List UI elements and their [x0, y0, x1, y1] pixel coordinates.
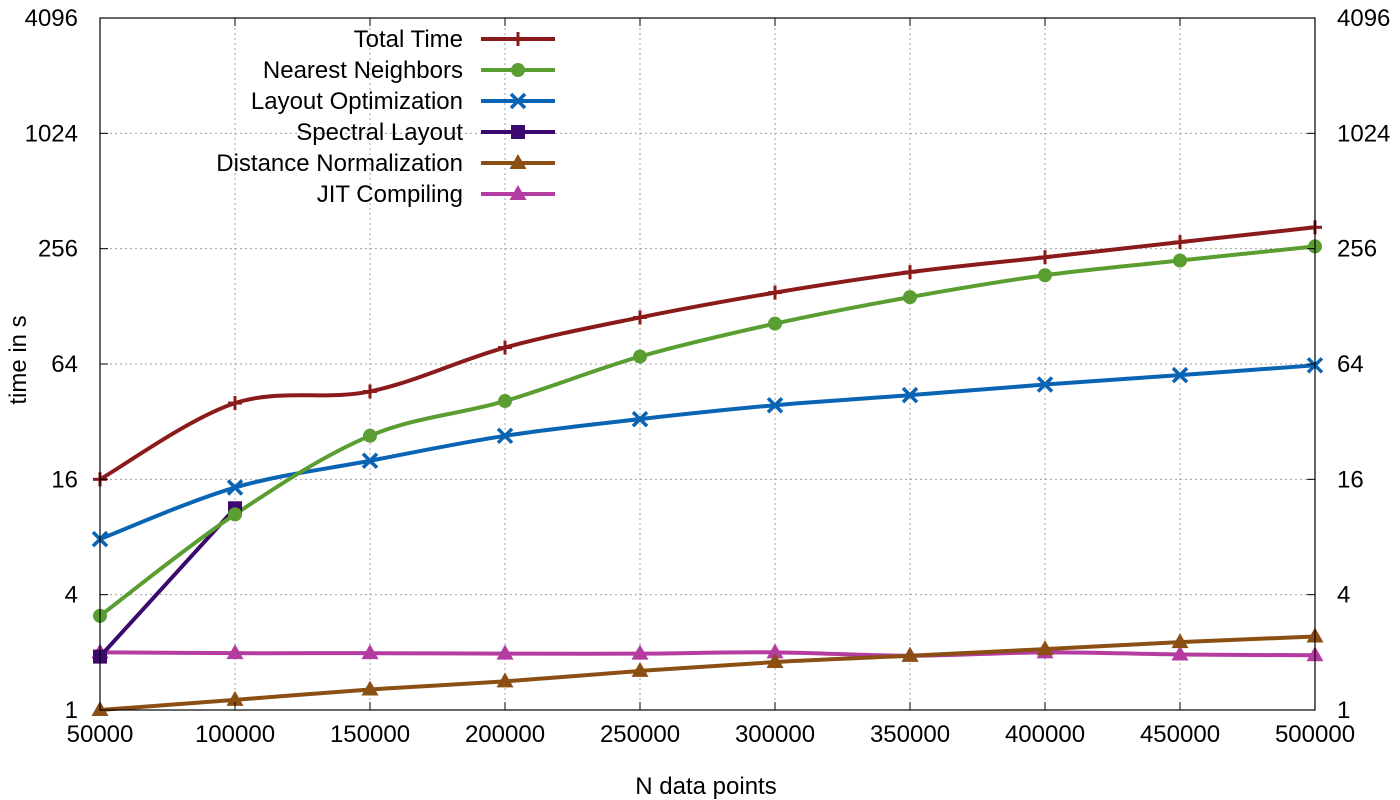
y-tick-label-right: 4 [1337, 582, 1350, 609]
x-tick-label: 300000 [735, 721, 815, 748]
data-point-4-8 [1171, 633, 1189, 649]
data-point-1-1 [228, 507, 242, 522]
data-point-0-1 [228, 396, 242, 411]
y-tick-label-right: 1024 [1337, 120, 1390, 147]
data-point-2-7 [1036, 376, 1054, 393]
data-point-5-1 [226, 644, 244, 660]
x-tick-label: 500000 [1275, 721, 1355, 748]
y-tick-label-left: 4 [65, 582, 78, 609]
data-point-4-7 [1036, 640, 1054, 656]
data-point-2-1 [226, 479, 244, 496]
y-tick-label-left: 16 [51, 466, 78, 493]
legend-label: Spectral Layout [296, 119, 463, 146]
y-axis-label: time in s [5, 315, 32, 404]
x-tick-label: 400000 [1005, 721, 1085, 748]
series-line-3 [98, 506, 237, 659]
data-point-0-2 [363, 384, 377, 399]
data-point-2-4 [631, 410, 649, 428]
legend-label: JIT Compiling [317, 181, 463, 208]
data-point-4-4 [631, 661, 649, 677]
plot-area-frame [99, 17, 1316, 711]
legend-label: Nearest Neighbors [263, 57, 463, 84]
data-point-5-3 [496, 644, 514, 660]
series-markers [91, 220, 1324, 716]
axis-ticks: 50000 100000 150000 200000 250000 300000 35000… [25, 5, 1391, 748]
y-tick-label-right: 4096 [1337, 5, 1390, 32]
data-point-1-3 [498, 394, 512, 409]
data-point-2-2 [361, 452, 379, 470]
x-tick-label: 200000 [465, 721, 545, 748]
x-tick-label: 100000 [195, 721, 275, 748]
data-point-4-6 [901, 646, 919, 662]
data-point-0-5 [768, 285, 782, 300]
legend-swatch-marker [509, 92, 527, 110]
legend: Total Time Nearest Neighbors Layout Optimi… [216, 26, 555, 208]
y-tick-label-left: 1 [65, 697, 78, 724]
data-point-1-4 [633, 349, 647, 364]
series-line-4 [98, 634, 1317, 712]
legend-swatch-marker [511, 32, 525, 46]
x-tick-label: 150000 [330, 721, 410, 748]
grid [100, 18, 1315, 710]
data-point-2-6 [901, 386, 919, 404]
data-point-2-5 [766, 396, 784, 414]
legend-swatch-marker [511, 125, 525, 139]
legend-swatch-marker [509, 154, 527, 169]
data-point-5-8 [1171, 645, 1189, 661]
data-point-0-3 [498, 340, 512, 355]
data-point-4-1 [226, 690, 244, 706]
x-tick-label: 50000 [67, 721, 134, 748]
y-tick-label-right: 256 [1337, 236, 1377, 263]
data-point-1-2 [363, 428, 377, 443]
data-point-4-5 [766, 653, 784, 669]
x-axis-label: N data points [635, 773, 776, 800]
y-tick-label-right: 16 [1337, 466, 1364, 493]
data-point-0-4 [633, 310, 647, 325]
data-point-1-7 [1038, 268, 1052, 283]
data-point-4-3 [496, 672, 514, 688]
series-lines [98, 225, 1317, 712]
x-tick-label: 250000 [600, 721, 680, 748]
y-tick-label-left: 1024 [25, 120, 78, 147]
legend-label: Total Time [354, 26, 463, 53]
data-point-1-6 [903, 290, 917, 305]
data-point-4-2 [361, 680, 379, 696]
legend-swatch-marker [509, 185, 527, 200]
y-tick-label-left: 4096 [25, 5, 78, 32]
data-point-5-4 [631, 644, 649, 660]
legend-label: Distance Normalization [216, 150, 463, 177]
legend-label: Layout Optimization [251, 88, 463, 115]
data-point-1-5 [768, 316, 782, 331]
series-line-2 [98, 363, 1317, 542]
data-point-5-5 [766, 643, 784, 659]
data-point-2-3 [496, 427, 514, 445]
y-tick-label-right: 1 [1337, 697, 1350, 724]
data-point-0-8 [1173, 235, 1187, 250]
data-point-0-7 [1038, 250, 1052, 265]
x-tick-label: 450000 [1140, 721, 1220, 748]
data-point-1-8 [1173, 253, 1187, 268]
series-line-1 [98, 244, 1317, 618]
series-line-5 [98, 650, 1317, 658]
x-tick-label: 350000 [870, 721, 950, 748]
data-point-0-6 [903, 265, 917, 280]
series-line-0 [98, 225, 1317, 482]
data-point-2-8 [1171, 366, 1189, 384]
data-point-5-2 [361, 644, 379, 660]
y-tick-label-left: 64 [51, 351, 78, 378]
legend-swatch-marker [511, 63, 525, 77]
y-tick-label-left: 256 [38, 236, 78, 263]
y-tick-label-right: 64 [1337, 351, 1364, 378]
